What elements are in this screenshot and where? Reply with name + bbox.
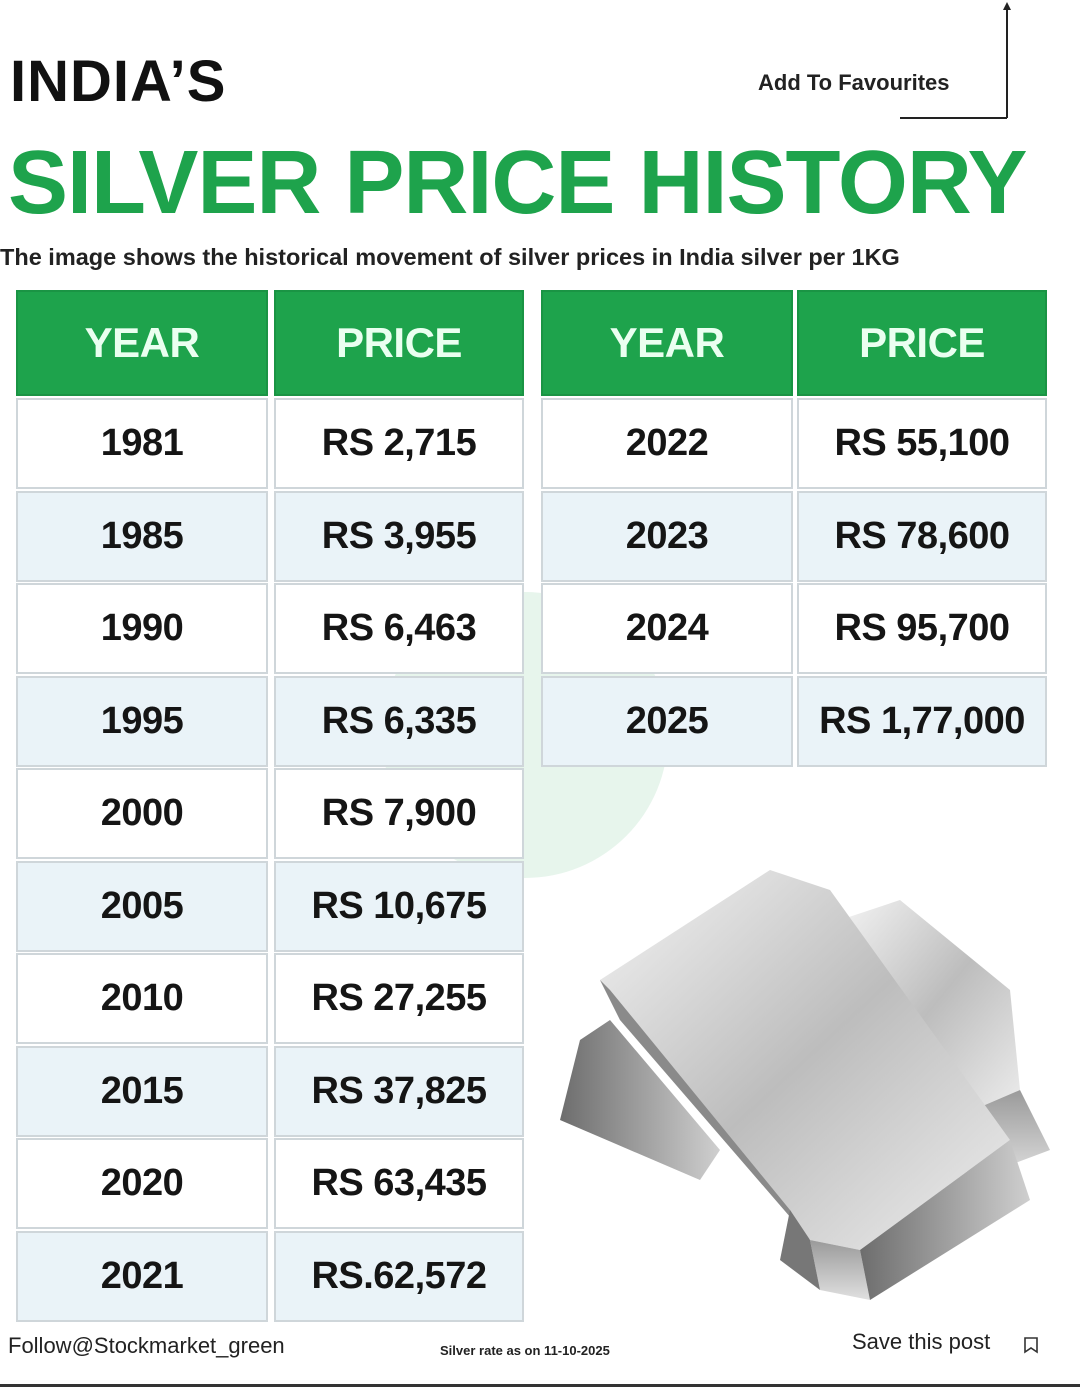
year-cell: 2024 (541, 583, 793, 674)
year-cell: 2023 (541, 491, 793, 582)
rate-date: Silver rate as on 11-10-2025 (440, 1343, 610, 1358)
year-cell: 2025 (541, 676, 793, 767)
price-cell: RS 3,955 (274, 491, 524, 582)
column-header: YEAR (16, 290, 268, 396)
save-icon[interactable] (1022, 1336, 1042, 1356)
price-cell: RS 37,825 (274, 1046, 524, 1137)
year-cell: 2005 (16, 861, 268, 952)
price-cell: RS.62,572 (274, 1231, 524, 1322)
follow-handle[interactable]: Follow@Stockmarket_green (8, 1333, 285, 1358)
title-line-1: INDIA’S (10, 49, 227, 114)
price-cell: RS 55,100 (797, 398, 1047, 489)
title-line-2: SILVER PRICE HISTORY (8, 133, 1028, 233)
price-cell: RS 6,335 (274, 676, 524, 767)
save-post[interactable]: Save this post (852, 1329, 991, 1354)
price-cell: RS 78,600 (797, 491, 1047, 582)
price-cell: RS 63,435 (274, 1138, 524, 1229)
year-cell: 2015 (16, 1046, 268, 1137)
year-cell: 1995 (16, 676, 268, 767)
price-cell: RS 7,900 (274, 768, 524, 859)
year-cell: 1990 (16, 583, 268, 674)
price-cell: RS 2,715 (274, 398, 524, 489)
fav-bracket-lines (900, 2, 1011, 119)
column-header: YEAR (541, 290, 793, 396)
year-cell: 2022 (541, 398, 793, 489)
column-header: PRICE (797, 290, 1047, 396)
add-to-favourites[interactable]: Add To Favourites (758, 70, 950, 95)
year-cell: 2021 (16, 1231, 268, 1322)
subtitle: The image shows the historical movement … (0, 244, 900, 270)
year-cell: 2010 (16, 953, 268, 1044)
column-header: PRICE (274, 290, 524, 396)
silver-bars (560, 870, 1050, 1300)
price-cell: RS 27,255 (274, 953, 524, 1044)
bottom-rule (0, 1384, 1080, 1387)
price-cell: RS 95,700 (797, 583, 1047, 674)
price-cell: RS 10,675 (274, 861, 524, 952)
year-cell: 2020 (16, 1138, 268, 1229)
year-cell: 2000 (16, 768, 268, 859)
price-cell: RS 1,77,000 (797, 676, 1047, 767)
year-cell: 1985 (16, 491, 268, 582)
year-cell: 1981 (16, 398, 268, 489)
price-cell: RS 6,463 (274, 583, 524, 674)
